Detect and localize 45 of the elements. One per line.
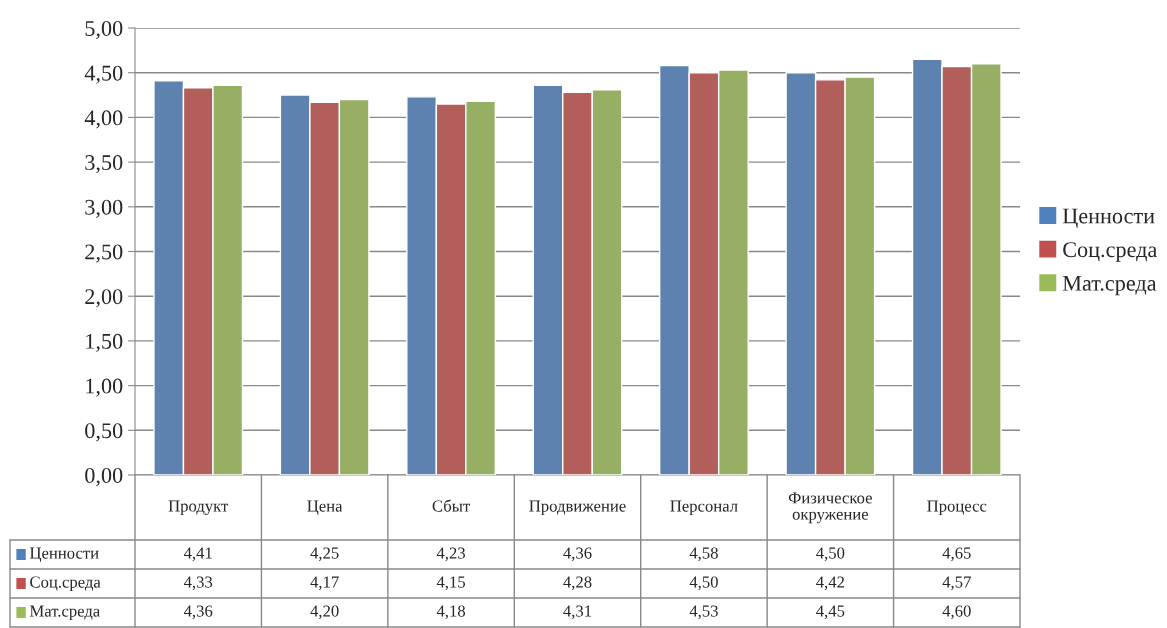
data-label: 4,31 [563, 605, 592, 620]
legend-label: Ценности [29, 547, 99, 563]
y-tick-label: 2,50 [85, 244, 123, 263]
x-tick-label: Персонал [670, 500, 738, 516]
x-tick-label: Физическое окружение [788, 492, 872, 524]
y-tick-label: 4,50 [84, 65, 123, 84]
data-label: 4,25 [310, 547, 339, 562]
data-label: 4,58 [689, 547, 718, 562]
data-label: 4,45 [816, 605, 845, 620]
x-tick-label: Процесс [927, 500, 987, 516]
y-tick-label: 3,00 [85, 199, 123, 218]
y-tick-label: 0,50 [85, 423, 123, 442]
data-label: 4,23 [436, 547, 465, 562]
x-tick-label: Цена [307, 500, 343, 516]
legend-label: Мат.среда [1062, 275, 1157, 296]
data-label: 4,33 [183, 576, 213, 591]
data-label: 4,42 [816, 576, 845, 591]
data-label: 4,57 [942, 576, 971, 591]
x-tick-label: Продвижение [529, 500, 626, 516]
text: Ценности [1062, 208, 1155, 229]
y-tick-label: 5,00 [85, 20, 123, 40]
data-label: 4,18 [436, 605, 466, 620]
y-tick-label: 3,50 [85, 155, 123, 174]
x-tick-label: Сбыт [432, 499, 470, 512]
y-tick-label: 0,00 [85, 467, 123, 487]
data-label: 4,36 [183, 605, 213, 620]
x-tick-label: Продукт [168, 500, 229, 516]
y-tick-label: 1,00 [86, 378, 123, 397]
data-label: 4,50 [689, 576, 718, 591]
data-label: 4,17 [310, 576, 339, 591]
data-label: 4,15 [436, 576, 465, 591]
data-label: 4,36 [563, 547, 592, 562]
data-label: 4,60 [942, 605, 971, 620]
y-tick-label: 2,00 [85, 289, 123, 308]
data-label: 4,41 [183, 547, 212, 562]
text: Мат.среда [29, 605, 100, 621]
data-label: 4,65 [942, 547, 971, 562]
legend-label: Соц.среда [1063, 242, 1157, 262]
y-tick-label: 4,00 [84, 110, 123, 129]
data-label: 4,20 [310, 605, 339, 620]
data-label: 4,28 [563, 576, 592, 591]
data-label: 4,53 [689, 605, 718, 620]
text: Соц.среда [30, 576, 101, 592]
data-label: 4,50 [816, 547, 845, 562]
y-tick-label: 1,50 [86, 333, 123, 353]
